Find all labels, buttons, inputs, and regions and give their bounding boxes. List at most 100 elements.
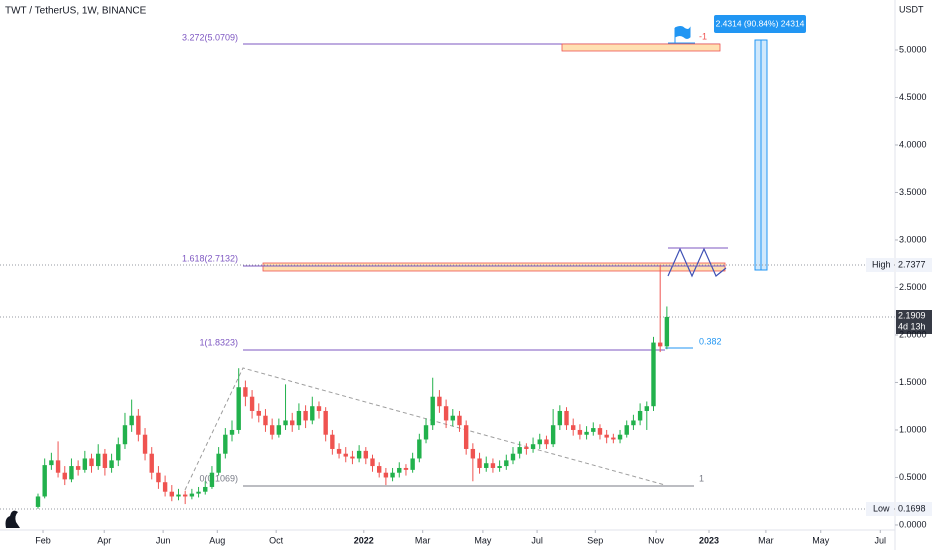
candle-body	[149, 453, 154, 473]
candle-body	[557, 410, 563, 426]
candle-body	[591, 428, 596, 432]
candle-body	[209, 472, 215, 487]
candle-body	[664, 316, 670, 347]
candle-body	[75, 466, 81, 470]
fib-label: 1(1.8323)	[199, 337, 238, 347]
y-tick-label: 2.5000	[899, 282, 927, 292]
marker-box	[896, 258, 932, 272]
candle-body	[62, 472, 67, 480]
marker-box	[896, 310, 932, 334]
axis-unit: USDT	[899, 4, 924, 14]
candle-body	[290, 420, 295, 426]
candle-body	[597, 428, 603, 435]
candle-body	[517, 447, 522, 454]
candle-body	[310, 406, 315, 421]
candle-body	[55, 460, 61, 473]
y-tick-label: 1.0000	[899, 424, 927, 434]
candle-body	[477, 458, 482, 468]
candle-body	[443, 406, 449, 421]
fib-label: 0(0.1069)	[199, 473, 238, 483]
candle-body	[283, 420, 288, 426]
candle-body	[410, 458, 415, 470]
candle-body	[323, 410, 328, 435]
low-price: 0.1698	[898, 503, 926, 513]
candle-body	[116, 444, 121, 461]
candle-body	[42, 465, 47, 497]
y-tick-label: 4.5000	[899, 92, 927, 102]
candle-body	[142, 434, 148, 454]
candle-body	[657, 342, 663, 347]
candle-body	[403, 467, 409, 470]
zone-box	[262, 262, 726, 272]
low-name: Low	[873, 503, 890, 513]
trend-label: 0.382	[699, 336, 722, 346]
candle-body	[182, 494, 188, 497]
candle-body	[35, 496, 41, 507]
candle-body	[122, 425, 128, 445]
y-tick-label: 1.5000	[899, 377, 927, 387]
candle-body	[537, 439, 542, 445]
candle-body	[316, 406, 322, 411]
high-price: 2.7377	[898, 259, 926, 269]
candle-body	[463, 425, 469, 449]
candle-body	[584, 431, 589, 435]
candle-body	[530, 444, 536, 449]
triangle-line	[184, 367, 666, 491]
candle-body	[96, 453, 101, 467]
candle-body	[162, 482, 168, 492]
candle-body	[624, 425, 629, 435]
candle-body	[457, 415, 462, 426]
candle-body	[49, 460, 54, 466]
y-tick-label: 2.0000	[899, 329, 927, 339]
candle-body	[216, 453, 221, 473]
candle-body	[203, 486, 208, 492]
x-tick-label: Oct	[269, 535, 284, 545]
fib-label: 1.618(2.7132)	[182, 253, 238, 263]
zone-box	[561, 43, 721, 52]
candle-body	[490, 463, 496, 468]
x-tick-label: Jul	[531, 535, 543, 545]
candle-body	[617, 434, 623, 440]
trend-label: 1	[699, 473, 704, 483]
candle-body	[637, 410, 643, 421]
candle-body	[129, 415, 134, 426]
x-tick-label: Nov	[648, 535, 665, 545]
x-tick-label: Mar	[415, 535, 431, 545]
x-tick-label: Mar	[758, 535, 774, 545]
x-tick-label: Jul	[875, 535, 887, 545]
candle-body	[303, 410, 308, 421]
candle-body	[430, 396, 435, 426]
candle-body	[249, 396, 255, 411]
x-tick-label: 2023	[699, 535, 719, 545]
candle-body	[269, 425, 275, 435]
logo	[5, 510, 20, 528]
fib-label: 3.272(5.0709)	[182, 32, 238, 42]
y-tick-label: 5.0000	[899, 44, 927, 54]
candle-body	[243, 387, 248, 397]
candle-body	[651, 342, 656, 407]
candle-body	[417, 439, 422, 459]
marker-box	[866, 502, 894, 516]
candle-body	[484, 463, 489, 468]
flag-icon	[674, 26, 691, 43]
countdown: 4d 13h	[898, 321, 926, 331]
candle-body	[644, 406, 649, 411]
candle-body	[470, 448, 476, 459]
candle-body	[450, 415, 455, 421]
high-name: High	[872, 259, 891, 269]
candle-body	[196, 491, 201, 494]
y-tick-label: 3.5000	[899, 187, 927, 197]
candle-body	[510, 453, 516, 461]
candle-body	[571, 425, 576, 430]
marker-box	[896, 502, 932, 516]
candle-body	[136, 415, 141, 435]
candle-body	[89, 458, 94, 467]
candle-body	[611, 437, 616, 440]
y-tick-label: 0.5000	[899, 472, 927, 482]
zigzag	[667, 247, 727, 278]
y-tick-label: 3.0000	[899, 234, 927, 244]
y-tick-label: 4.0000	[899, 139, 927, 149]
candle-body	[631, 420, 636, 426]
candle-body	[169, 491, 175, 497]
